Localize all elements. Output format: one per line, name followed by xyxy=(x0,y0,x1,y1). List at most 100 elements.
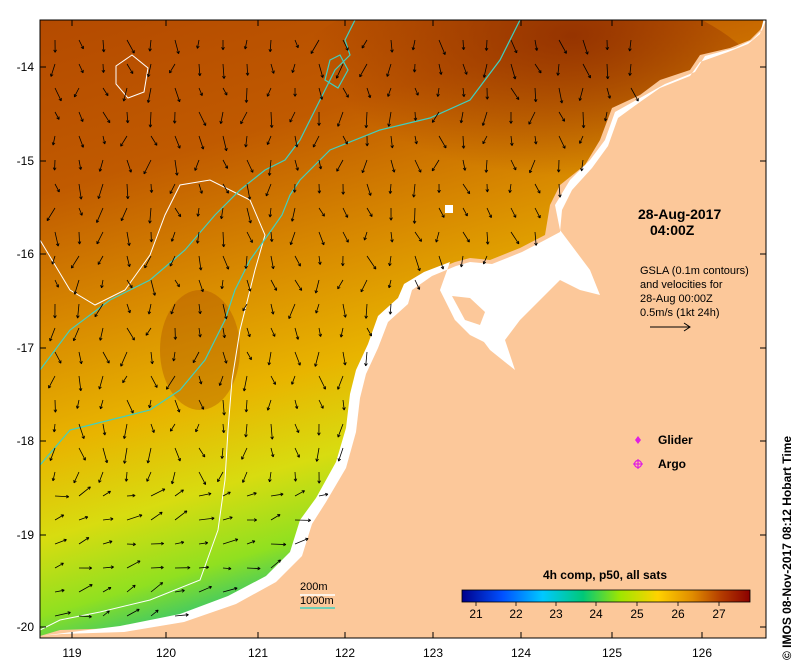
velocity-arrow xyxy=(270,447,275,458)
velocity-arrow xyxy=(76,303,80,319)
velocity-arrow xyxy=(148,207,152,224)
velocity-arrow xyxy=(335,63,344,79)
velocity-arrow xyxy=(462,63,468,75)
velocity-arrow xyxy=(270,279,278,291)
velocity-arrow xyxy=(270,423,274,440)
velocity-arrow xyxy=(431,111,440,123)
gsla-line: 28-Aug 00:00Z xyxy=(640,293,713,305)
velocity-arrow xyxy=(246,492,257,497)
velocity-arrow xyxy=(510,159,517,171)
velocity-arrow xyxy=(78,111,84,123)
velocity-arrow xyxy=(172,351,176,362)
velocity-arrow xyxy=(100,279,104,289)
velocity-arrow xyxy=(198,516,215,521)
velocity-arrow xyxy=(462,159,467,171)
gsla-note: GSLA (0.1m contours) and velocities for … xyxy=(640,264,749,320)
velocity-arrow xyxy=(195,231,200,244)
velocity-arrow xyxy=(222,351,228,364)
velocity-arrow xyxy=(174,399,181,413)
velocity-arrow xyxy=(336,159,344,172)
velocity-arrow xyxy=(510,63,517,80)
velocity-arrow xyxy=(318,399,324,409)
velocity-arrow xyxy=(482,135,488,145)
lat-tick-label: -18 xyxy=(16,434,34,448)
velocity-arrow xyxy=(342,39,349,51)
velocity-arrow xyxy=(169,63,176,74)
velocity-arrow xyxy=(318,159,323,170)
velocity-arrows xyxy=(46,39,639,619)
velocity-arrow xyxy=(342,303,347,318)
glider-marker xyxy=(635,436,641,444)
velocity-arrow xyxy=(364,111,369,129)
velocity-arrow xyxy=(431,159,440,172)
legend-argo: Argo xyxy=(658,457,686,471)
velocity-arrow xyxy=(534,39,539,51)
velocity-arrow xyxy=(126,279,133,289)
velocity-arrow xyxy=(147,303,152,315)
velocity-arrow xyxy=(461,87,466,98)
velocity-arrow xyxy=(99,399,104,410)
velocity-arrow xyxy=(148,111,153,128)
velocity-arrow xyxy=(174,613,189,617)
velocity-arrow xyxy=(78,39,84,50)
velocity-arrow xyxy=(51,135,56,146)
velocity-arrow xyxy=(246,351,252,361)
velocity-arrow xyxy=(198,492,212,497)
velocity-arrow xyxy=(294,537,309,545)
velocity-arrow xyxy=(97,255,104,265)
velocity-arrow xyxy=(78,63,84,74)
velocity-arrow xyxy=(126,560,141,569)
velocity-arrow xyxy=(578,135,584,144)
velocity-arrow xyxy=(318,255,322,265)
gsla-line: and velocities for xyxy=(640,279,723,291)
velocity-arrow xyxy=(174,279,180,288)
velocity-arrow xyxy=(125,183,130,200)
velocity-arrow xyxy=(46,207,56,222)
lon-tick-label: 125 xyxy=(601,646,623,660)
velocity-arrow xyxy=(149,231,154,243)
velocity-arrow xyxy=(102,87,109,97)
velocity-arrow xyxy=(366,255,377,270)
velocity-arrow xyxy=(481,111,488,126)
velocity-arrow xyxy=(198,327,202,338)
velocity-arrow xyxy=(294,255,301,267)
velocity-arrow xyxy=(312,135,320,148)
velocity-arrow xyxy=(54,279,60,288)
velocity-arrow xyxy=(337,447,344,462)
velocity-arrow xyxy=(486,207,492,219)
velocity-arrow xyxy=(54,494,70,499)
velocity-arrow xyxy=(222,63,226,79)
velocity-arrow xyxy=(101,39,106,53)
velocity-arrow xyxy=(102,490,111,497)
velocity-arrow xyxy=(51,255,56,265)
velocity-arrow xyxy=(174,447,181,462)
velocity-arrow xyxy=(198,255,203,271)
velocity-arrow xyxy=(270,492,284,497)
velocity-arrow xyxy=(126,493,136,498)
velocity-arrow xyxy=(414,135,418,145)
velocity-arrow xyxy=(72,327,80,342)
velocity-arrow xyxy=(270,327,276,337)
velocity-arrow xyxy=(244,255,248,269)
velocity-arrow xyxy=(98,159,104,172)
velocity-arrow xyxy=(120,207,128,222)
velocity-arrow xyxy=(102,586,112,593)
velocity-arrow xyxy=(558,111,566,122)
velocity-arrow xyxy=(150,488,166,497)
velocity-arrow xyxy=(218,375,224,386)
velocity-arrow xyxy=(533,87,538,103)
velocity-arrow xyxy=(170,471,176,485)
velocity-arrow xyxy=(246,327,251,338)
velocity-arrow xyxy=(122,87,128,102)
velocity-arrow xyxy=(342,399,346,411)
lon-tick-label: 124 xyxy=(510,646,532,660)
velocity-arrow xyxy=(314,351,320,367)
lon-tick-label: 123 xyxy=(422,646,444,660)
velocity-arrow xyxy=(413,111,418,121)
velocity-arrow xyxy=(630,87,639,102)
colorbar-tick: 22 xyxy=(509,607,523,621)
velocity-arrow xyxy=(70,255,80,269)
velocity-arrow xyxy=(387,111,392,127)
velocity-arrow xyxy=(534,231,538,246)
